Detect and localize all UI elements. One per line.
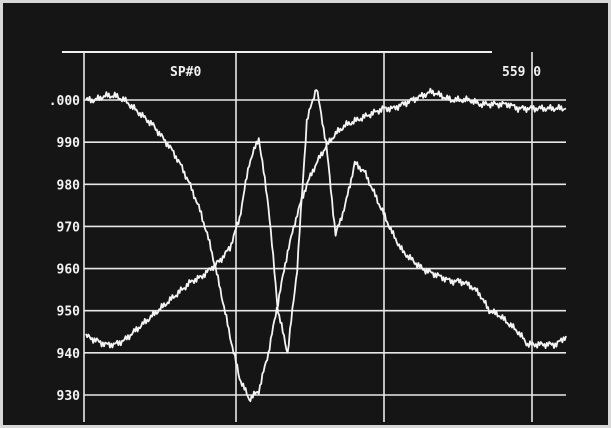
header-right-label: 559 0 [502, 65, 541, 80]
series-line [85, 89, 567, 354]
y-tick-label: .000 [49, 94, 80, 109]
y-tick-label: 980 [57, 178, 81, 193]
header-left-label: SP#0 [170, 65, 201, 80]
horizontal-gridlines [84, 99, 566, 396]
y-tick-label: 970 [57, 220, 81, 235]
y-tick-label: 950 [57, 305, 81, 320]
y-tick-label: 930 [57, 389, 81, 404]
y-tick-label: 940 [57, 347, 81, 362]
y-tick-label: 990 [57, 136, 81, 151]
y-tick-label: 960 [57, 263, 81, 278]
y-tick-labels: .000 990 980 970 960 950 940 930 [49, 94, 80, 404]
trace-series [85, 87, 567, 403]
